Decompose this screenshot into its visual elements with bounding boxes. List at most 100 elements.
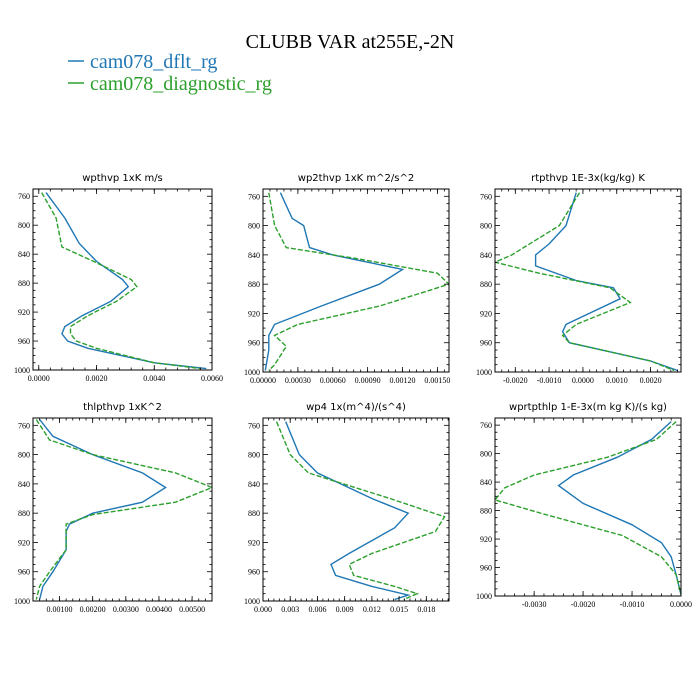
x-tick-label: -0.0020 [571, 600, 596, 609]
series-line-diagnostic [275, 421, 446, 601]
y-tick-label: 760 [480, 421, 492, 430]
x-tick-label: 0.00090 [355, 376, 381, 385]
y-tick-label: 840 [18, 250, 30, 259]
y-tick-label: 960 [248, 568, 260, 577]
x-tick-label: 0.00150 [424, 376, 450, 385]
x-tick-label: 0.00060 [320, 376, 346, 385]
series-line-dflt [45, 192, 207, 370]
panel-2: wp2thvp 1xK m^2/s^2 760 800 840 880 920 960 100… [244, 173, 450, 385]
x-tick-label: 0.00200 [80, 605, 106, 614]
panel-1: wpthvp 1xK m/s 760 800 840 880 920 960 1000 0.00… [14, 173, 223, 383]
panel-title: rtpthvp 1E-3x(kg/kg) K [531, 173, 645, 184]
legend-label-dflt: cam078_dflt_rg [90, 51, 217, 73]
series-line-dflt [557, 421, 681, 595]
y-tick-label: 1000 [476, 592, 492, 601]
y-tick-label: 920 [480, 309, 492, 318]
x-tick-label: 0.00030 [285, 376, 311, 385]
panel-title: wpthvp 1xK m/s [82, 173, 163, 184]
y-tick-label: 760 [18, 192, 30, 201]
panel-title: wprtpthlp 1-E-3x(m kg K)/(s kg) [509, 402, 667, 413]
x-tick-label: 0.006 [308, 605, 326, 614]
y-tick-label: 1000 [476, 368, 492, 377]
x-tick-label: 0.00120 [390, 376, 416, 385]
panel-3: rtpthvp 1E-3x(kg/kg) K 760 800 840 880 920 960… [476, 173, 682, 385]
y-tick-label: 840 [480, 251, 492, 260]
y-tick-label: 800 [18, 221, 30, 230]
x-tick-label: 0.000 [254, 605, 272, 614]
y-tick-label: 880 [248, 280, 260, 289]
plot-frame [262, 188, 450, 373]
y-tick-label: 800 [480, 222, 492, 231]
series-line-diagnostic [268, 192, 449, 371]
x-tick-label: 0.015 [390, 605, 408, 614]
series-line-dflt [264, 192, 405, 371]
y-tick-label: 840 [248, 251, 260, 260]
y-tick-label: 760 [248, 421, 260, 430]
legend-label-diagnostic: cam078_diagnostic_rg [90, 73, 272, 95]
y-tick-label: 960 [480, 564, 492, 573]
series-line-diagnostic [41, 192, 201, 370]
series-line-diagnostic [495, 421, 681, 595]
series-line-diagnostic [35, 419, 212, 600]
y-tick-label: 760 [480, 192, 492, 201]
x-tick-label: 0.0040 [143, 374, 165, 383]
x-tick-label: 0.0000 [572, 376, 594, 385]
x-tick-label: 0.0010 [606, 376, 628, 385]
x-tick-label: 0.003 [281, 605, 299, 614]
x-tick-label: -0.0030 [522, 600, 547, 609]
x-tick-label: 0.0020 [86, 374, 108, 383]
y-tick-label: 760 [18, 421, 30, 430]
y-tick-label: 880 [480, 280, 492, 289]
x-tick-label: -0.0010 [537, 376, 562, 385]
y-tick-label: 960 [248, 339, 260, 348]
plot-frame [494, 188, 682, 373]
x-tick-label: 0.018 [417, 605, 435, 614]
y-tick-label: 800 [248, 451, 260, 460]
plot-frame [32, 188, 213, 371]
y-tick-label: 760 [248, 192, 260, 201]
y-tick-label: 920 [18, 308, 30, 317]
y-tick-label: 800 [248, 222, 260, 231]
y-tick-label: 840 [480, 478, 492, 487]
x-tick-label: -0.0010 [620, 600, 645, 609]
y-tick-label: 880 [248, 509, 260, 518]
y-tick-label: 840 [18, 480, 30, 489]
panel-6: wprtpthlp 1-E-3x(m kg K)/(s kg) 760 800 840… [476, 402, 692, 609]
y-tick-label: 800 [18, 451, 30, 460]
y-tick-label: 880 [18, 279, 30, 288]
panel-title: wp4 1x(m^4)/(s^4) [306, 402, 406, 413]
x-tick-label: 0.0020 [640, 376, 662, 385]
x-tick-label: 0.00500 [179, 605, 205, 614]
y-tick-label: 920 [248, 538, 260, 547]
panels: wpthvp 1xK m/s 760 800 840 880 920 960 1000 0.00… [14, 173, 692, 614]
x-tick-label: -0.0020 [503, 376, 528, 385]
y-tick-label: 960 [480, 339, 492, 348]
x-tick-label: 0.0060 [201, 374, 223, 383]
series-line-diagnostic [495, 192, 675, 372]
y-tick-label: 880 [480, 507, 492, 516]
legend: cam078_dflt_rg cam078_diagnostic_rg [68, 51, 272, 95]
y-tick-label: 1000 [14, 366, 30, 375]
y-tick-label: 840 [248, 480, 260, 489]
plot-frame [262, 417, 450, 602]
y-tick-label: 800 [480, 450, 492, 459]
plot-frame [32, 417, 213, 602]
x-tick-label: 0.00100 [47, 605, 73, 614]
series-line-dflt [38, 419, 167, 600]
y-tick-label: 920 [248, 309, 260, 318]
y-tick-label: 920 [18, 538, 30, 547]
series-line-dflt [534, 192, 678, 372]
y-tick-label: 960 [18, 337, 30, 346]
plot-frame [494, 417, 682, 597]
y-tick-label: 1000 [14, 597, 30, 606]
y-tick-label: 960 [18, 568, 30, 577]
panel-5: wp4 1x(m^4)/(s^4)76080084088092096010000… [244, 402, 450, 614]
x-tick-label: 0.00000 [250, 376, 276, 385]
y-tick-label: 920 [480, 535, 492, 544]
y-tick-label: 880 [18, 509, 30, 518]
series-line-dflt [285, 421, 411, 601]
panel-4: thlpthvp 1xK^2 760 800 840 880 920 960 1000 0.00… [14, 402, 213, 614]
figure-title: CLUBB VAR at255E,-2N [246, 31, 455, 53]
x-tick-label: 0.00400 [146, 605, 172, 614]
